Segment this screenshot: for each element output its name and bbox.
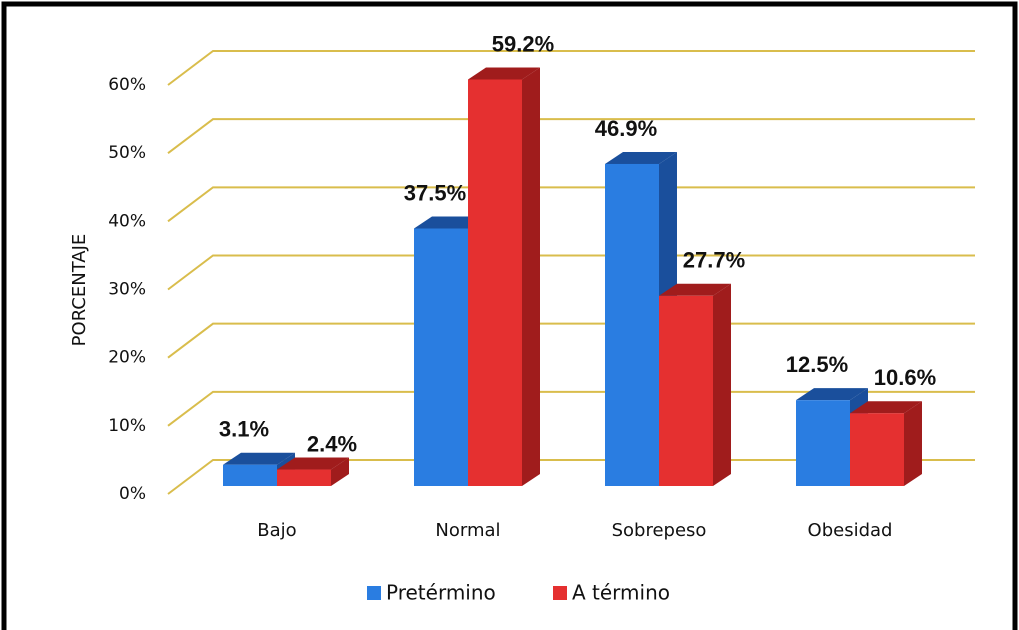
grid-line — [167, 50, 975, 86]
bar-side — [713, 283, 731, 486]
bar-top — [223, 452, 295, 465]
grid-line — [167, 118, 975, 154]
bar — [414, 228, 468, 486]
value-label: 3.1% — [219, 417, 269, 442]
legend-label: Pretérmino — [386, 581, 496, 605]
bar-side — [522, 67, 540, 486]
legend-swatch — [553, 586, 567, 600]
value-label: 10.6% — [874, 365, 936, 390]
y-tick-label: 60% — [108, 75, 146, 95]
y-tick-label: 40% — [108, 211, 146, 231]
grid-line — [167, 254, 975, 291]
y-tick-label: 0% — [119, 484, 146, 504]
value-label: 37.5% — [404, 180, 466, 205]
x-tick-label: Bajo — [257, 520, 296, 541]
y-tick-label: 10% — [108, 416, 146, 436]
x-tick-label: Normal — [435, 520, 500, 541]
bar-top — [850, 401, 922, 414]
y-tick-label: 50% — [108, 143, 146, 163]
value-label: 46.9% — [595, 116, 657, 141]
legend-swatch — [367, 586, 381, 600]
grid-line — [167, 186, 975, 223]
bar-top — [659, 283, 731, 296]
legend-label: A término — [572, 581, 670, 605]
value-label: 59.2% — [492, 31, 554, 56]
y-tick-label: 30% — [108, 280, 146, 300]
bar-top — [468, 67, 540, 80]
bar — [223, 464, 277, 486]
bar-top — [605, 151, 677, 164]
bar — [277, 469, 331, 486]
y-axis-label: PORCENTAJE — [69, 234, 90, 347]
value-label: 12.5% — [786, 352, 848, 377]
value-label: 27.7% — [683, 248, 745, 273]
bar — [850, 413, 904, 486]
x-tick-label: Sobrepeso — [612, 520, 707, 541]
bar-top — [796, 388, 868, 401]
bar — [659, 295, 713, 486]
bar-side — [904, 401, 922, 486]
grid-line — [167, 322, 975, 359]
x-tick-label: Obesidad — [808, 520, 893, 541]
value-label: 2.4% — [307, 431, 357, 456]
bar — [796, 400, 850, 486]
y-tick-label: 20% — [108, 348, 146, 368]
bar-side — [331, 457, 349, 486]
bar — [605, 163, 659, 486]
bar-top — [277, 457, 349, 470]
bar — [468, 79, 522, 486]
